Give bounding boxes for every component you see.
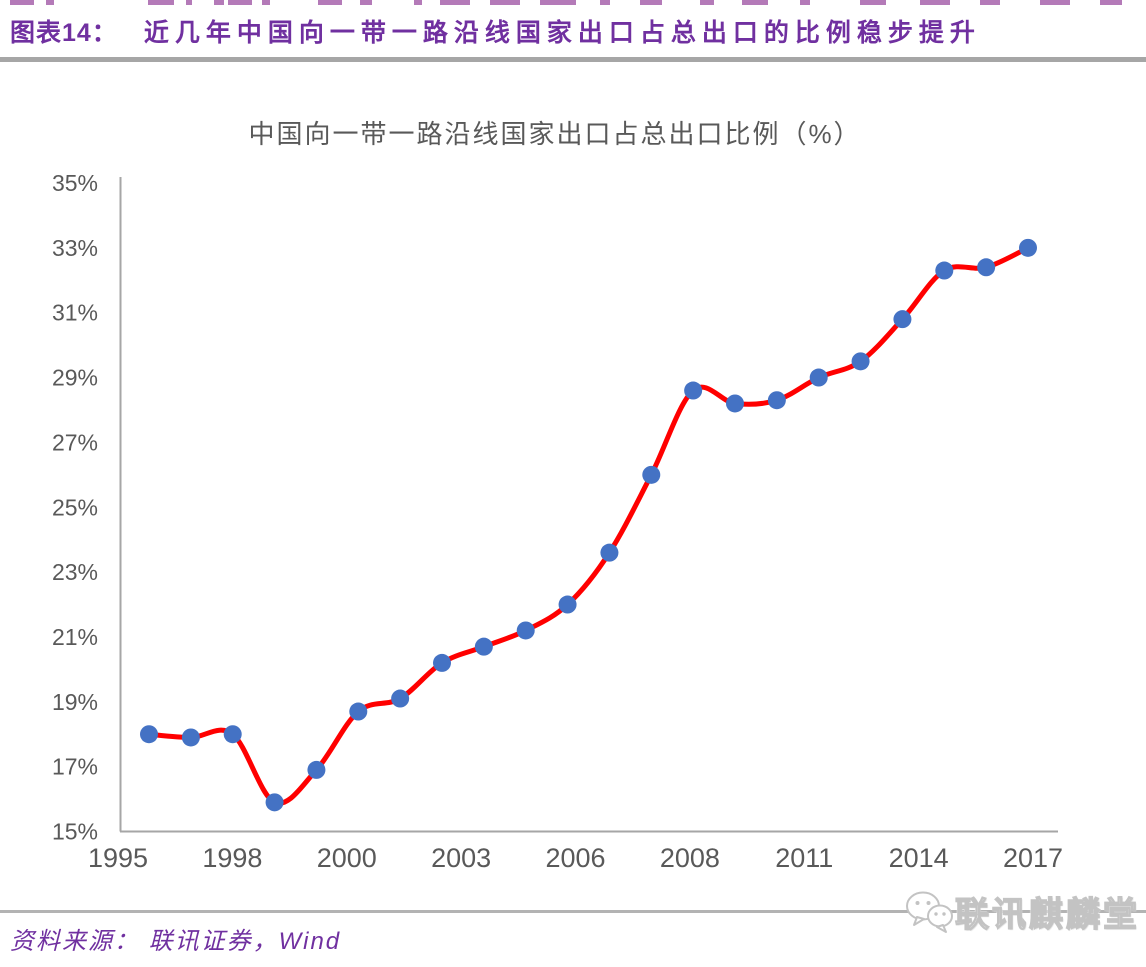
clipped-text-fragment [490,0,520,5]
data-point-marker [642,465,661,484]
clipped-text-fragment [360,0,372,5]
clipped-text-fragment [148,0,174,5]
data-point-marker [474,637,493,656]
figure-title: 近几年中国向一带一路沿线国家出口占总出口的比例稳步提升 [143,19,981,47]
chart-title: 中国向一带一路沿线国家出口占总出口比例（%） [248,119,862,149]
data-point-marker [851,352,870,371]
x-axis-label: 2017 [1003,843,1063,873]
figure-number-label: 图表14： [10,19,118,47]
clipped-text-fragment [186,0,192,5]
y-axis-label: 33% [52,235,98,261]
x-axis-label: 2014 [889,843,949,873]
clipped-text-fragment [228,0,252,5]
data-point-marker [558,595,577,614]
data-point-marker [809,368,828,387]
data-point-marker [1019,238,1037,257]
watermark: 联讯麒麟堂 [903,886,1140,936]
data-point-marker [600,543,619,562]
y-axis-label: 31% [52,300,98,326]
clipped-text-fragment [440,0,470,5]
clipped-text-fragment [214,0,224,5]
data-point-marker [893,310,912,329]
data-point-marker [307,760,326,779]
footer-divider [0,910,1146,913]
y-axis-label: 35% [52,170,98,196]
x-axis-label: 2011 [775,843,833,873]
clipped-text-fragment [800,0,810,5]
data-point-marker [977,258,996,277]
clipped-text-fragment [46,0,54,5]
y-axis-label: 17% [52,754,98,780]
clipped-text-fragment [262,0,270,5]
x-axis-label: 2000 [317,843,377,873]
clipped-text-fragment [10,0,34,5]
clipped-text-fragment [640,0,662,5]
x-axis-label: 1998 [202,843,262,873]
data-point-marker [265,793,284,812]
data-point-marker [140,725,158,744]
clipped-text-fragment [1100,0,1122,5]
clipped-text-fragment [414,0,422,5]
data-point-marker [181,728,200,747]
y-axis-label: 21% [52,624,98,650]
x-axis-label: 1995 [88,843,148,873]
data-point-marker [935,261,954,280]
clipped-text-fragment [540,0,576,5]
clipped-text-fragment [742,0,768,5]
data-point-marker [684,381,703,400]
watermark-text: 联讯麒麟堂 [954,895,1140,934]
clipped-text-fragment [318,0,342,5]
clipped-text-fragment [980,0,1000,5]
data-point-marker [726,394,744,413]
clipped-text-fragment [920,0,950,5]
data-point-marker [223,725,242,744]
data-point-marker [433,653,451,672]
y-axis-label: 15% [52,819,98,845]
x-axis-label: 2006 [545,843,605,873]
clipped-text-fragment [1040,0,1070,5]
y-axis-label: 19% [52,689,98,715]
wechat-icon [906,891,953,933]
data-point-marker [349,702,368,721]
y-axis-label: 25% [52,494,98,520]
x-axis-label: 2003 [431,843,491,873]
y-axis-label: 29% [52,365,98,391]
x-axis-label: 2008 [660,843,720,873]
clipped-text-fragment [860,0,886,5]
data-point-marker [391,689,410,708]
y-axis-label: 23% [52,559,98,585]
header-divider [0,57,1146,62]
data-point-marker [767,391,786,410]
clipped-text-fragment [700,0,714,5]
clipped-text-fragment [600,0,610,5]
figure-header: 图表14： 近几年中国向一带一路沿线国家出口占总出口的比例稳步提升 [10,13,981,49]
y-axis-label: 27% [52,429,98,455]
data-point-marker [516,621,535,640]
data-source-note: 资料来源： 联讯证券，Wind [10,928,342,955]
trend-line [146,245,1031,806]
